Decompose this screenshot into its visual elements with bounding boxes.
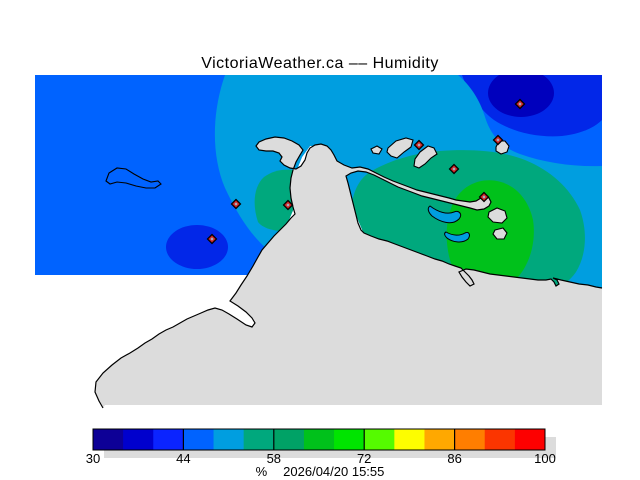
- island: [413, 145, 438, 169]
- colorbar-tick-label: 44: [176, 451, 190, 466]
- colorbar-segment: [454, 429, 486, 450]
- station-marker-layer: [234, 202, 238, 206]
- page-title: VictoriaWeather.ca –– Humidity: [201, 55, 439, 72]
- coastline: [94, 136, 603, 409]
- colorbar-tick-label: 30: [86, 451, 100, 466]
- colorbar-segment: [394, 429, 425, 450]
- colorbar-segment: [93, 429, 124, 450]
- colorbar-segment: [153, 429, 184, 450]
- colorbar-segment: [514, 429, 546, 450]
- field-blob-navy: [488, 75, 554, 117]
- colorbar-segment: [273, 429, 305, 450]
- land-mass: [95, 137, 602, 408]
- colorbar-segments: [93, 429, 546, 450]
- station-marker-layer: [210, 237, 214, 241]
- island: [370, 145, 383, 155]
- colorbar-tick-label: 72: [357, 451, 371, 466]
- colorbar: 30 44 58 72 86 100 % 2026/04/20 15:55: [86, 428, 556, 479]
- colorbar-tick-label: 86: [447, 451, 461, 466]
- colorbar-caption: % 2026/04/20 15:55: [256, 464, 385, 479]
- colorbar-segment: [213, 429, 245, 450]
- island: [386, 137, 414, 159]
- island: [487, 207, 508, 224]
- humidity-field: [35, 75, 602, 291]
- colorbar-segment: [123, 429, 154, 450]
- colorbar-border: [92, 428, 546, 451]
- colorbar-segment: [424, 429, 456, 450]
- island-outline-strait: [105, 167, 162, 189]
- colorbar-tick-label: 58: [267, 451, 281, 466]
- harbour-inlet-1: [427, 205, 462, 224]
- colorbar-segment: [303, 429, 335, 450]
- field-blob-low-left: [166, 225, 228, 269]
- colorbar-tick-labels: 30 44 58 72 86 100: [86, 451, 556, 466]
- colorbar-segment: [243, 429, 275, 450]
- station-marker-layer: [518, 102, 522, 106]
- colorbar-datetime: 2026/04/20 15:55: [283, 464, 384, 479]
- islands: [105, 137, 510, 240]
- colorbar-segment: [364, 429, 395, 450]
- colorbar-segment: [334, 429, 365, 450]
- colorbar-segment: [484, 429, 516, 450]
- island: [492, 227, 508, 240]
- harbour-inlet-2: [444, 231, 470, 243]
- colorbar-unit: %: [256, 464, 268, 479]
- colorbar-tick-label: 100: [534, 451, 556, 466]
- colorbar-ticks: [182, 429, 456, 450]
- colorbar-segment: [183, 429, 215, 450]
